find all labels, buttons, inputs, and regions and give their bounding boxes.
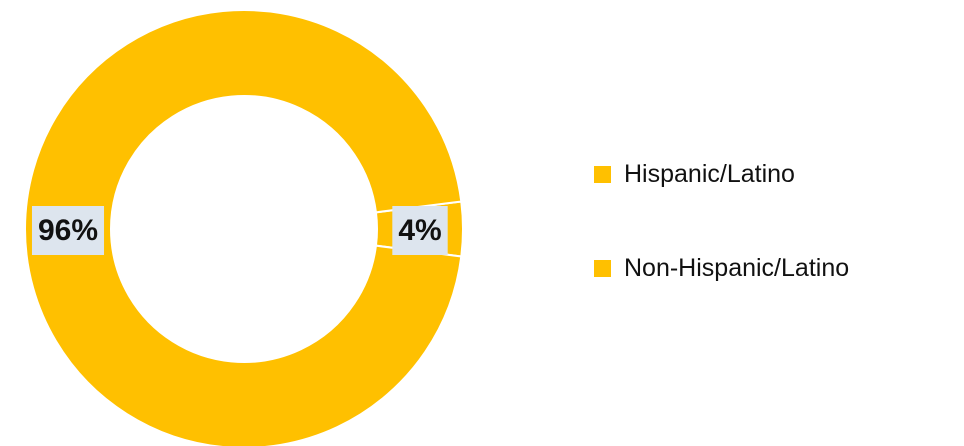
donut-data-labels: 4% 96% (31, 206, 448, 255)
legend-label-hispanic-latino: Hispanic/Latino (624, 159, 795, 188)
data-label-non-hispanic-latino: 96% (31, 206, 105, 255)
data-label-box-hispanic-latino (392, 206, 448, 255)
data-label-text-hispanic-latino: 4% (398, 214, 441, 247)
data-label-box-non-hispanic-latino (31, 206, 105, 255)
donut-slice-non-hispanic-latino (24, 9, 463, 446)
data-label-hispanic-latino: 4% (392, 206, 448, 255)
legend-swatch-hispanic-latino (594, 165, 611, 183)
data-label-text-non-hispanic-latino: 96% (38, 214, 98, 247)
legend-item-non-hispanic-latino: Non-Hispanic/Latino (594, 244, 954, 292)
donut-chart-svg: 4% 96% (24, 9, 464, 446)
legend-swatch-non-hispanic-latino (594, 259, 611, 277)
legend-item-hispanic-latino: Hispanic/Latino (594, 150, 954, 198)
legend-label-non-hispanic-latino: Non-Hispanic/Latino (624, 253, 850, 282)
chart-legend: Hispanic/Latino Non-Hispanic/Latino (594, 150, 954, 338)
